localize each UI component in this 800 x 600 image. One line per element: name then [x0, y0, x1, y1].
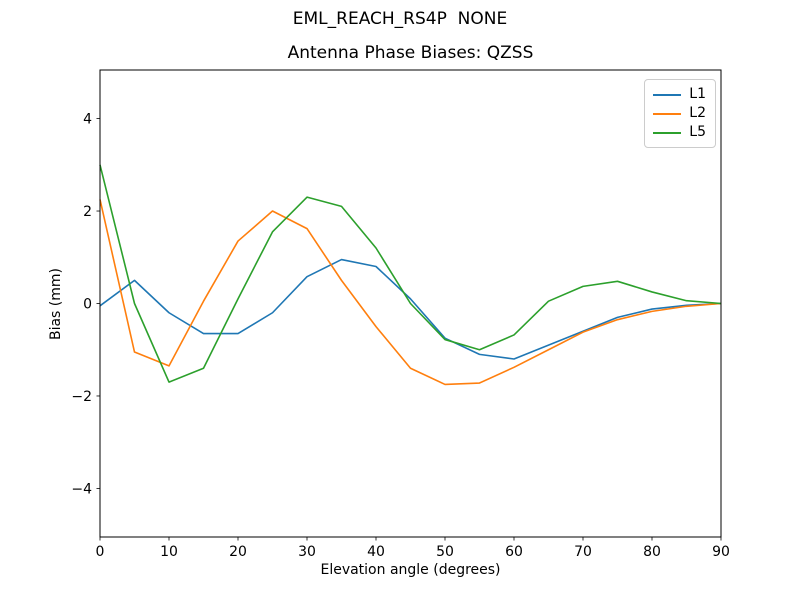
legend-line-sample-L1 — [653, 93, 682, 96]
legend-entry-L5: L5 — [653, 125, 706, 140]
legend: L1 L2 L5 — [644, 79, 716, 148]
y-tick-label: 0 — [83, 297, 92, 313]
legend-line-sample-L5 — [653, 131, 682, 134]
x-tick-label: 80 — [643, 544, 661, 560]
legend-label: L5 — [689, 124, 706, 140]
x-tick-label: 0 — [96, 544, 105, 560]
x-tick-label: 90 — [712, 544, 730, 560]
x-tick-label: 50 — [436, 544, 454, 560]
series-line-L5 — [99, 164, 722, 383]
y-tick-label: 2 — [83, 204, 92, 220]
x-tick-label: 70 — [574, 544, 592, 560]
y-axis-label: Bias (mm) — [48, 267, 64, 341]
legend-line-sample-L2 — [653, 112, 682, 115]
legend-entry-L2: L2 — [653, 106, 706, 121]
x-tick-label: 40 — [367, 544, 385, 560]
x-axis-label: Elevation angle (degrees) — [320, 562, 501, 578]
y-tick-label: 4 — [83, 112, 92, 128]
figure-title: EML_REACH_RS4P NONE — [292, 9, 508, 29]
series-line-L1 — [99, 258, 722, 360]
x-tick-label: 10 — [160, 544, 178, 560]
axes-border — [99, 69, 722, 538]
legend-label: L2 — [689, 105, 706, 121]
y-tick-label: −2 — [71, 389, 92, 405]
legend-label: L1 — [689, 86, 706, 102]
axes-title: Antenna Phase Biases: QZSS — [287, 43, 534, 63]
y-tick-label: −4 — [71, 481, 92, 497]
x-tick-label: 60 — [505, 544, 523, 560]
x-tick-label: 30 — [298, 544, 316, 560]
x-tick-label: 20 — [229, 544, 247, 560]
legend-entry-L1: L1 — [653, 87, 706, 102]
series-line-L2 — [99, 199, 722, 386]
